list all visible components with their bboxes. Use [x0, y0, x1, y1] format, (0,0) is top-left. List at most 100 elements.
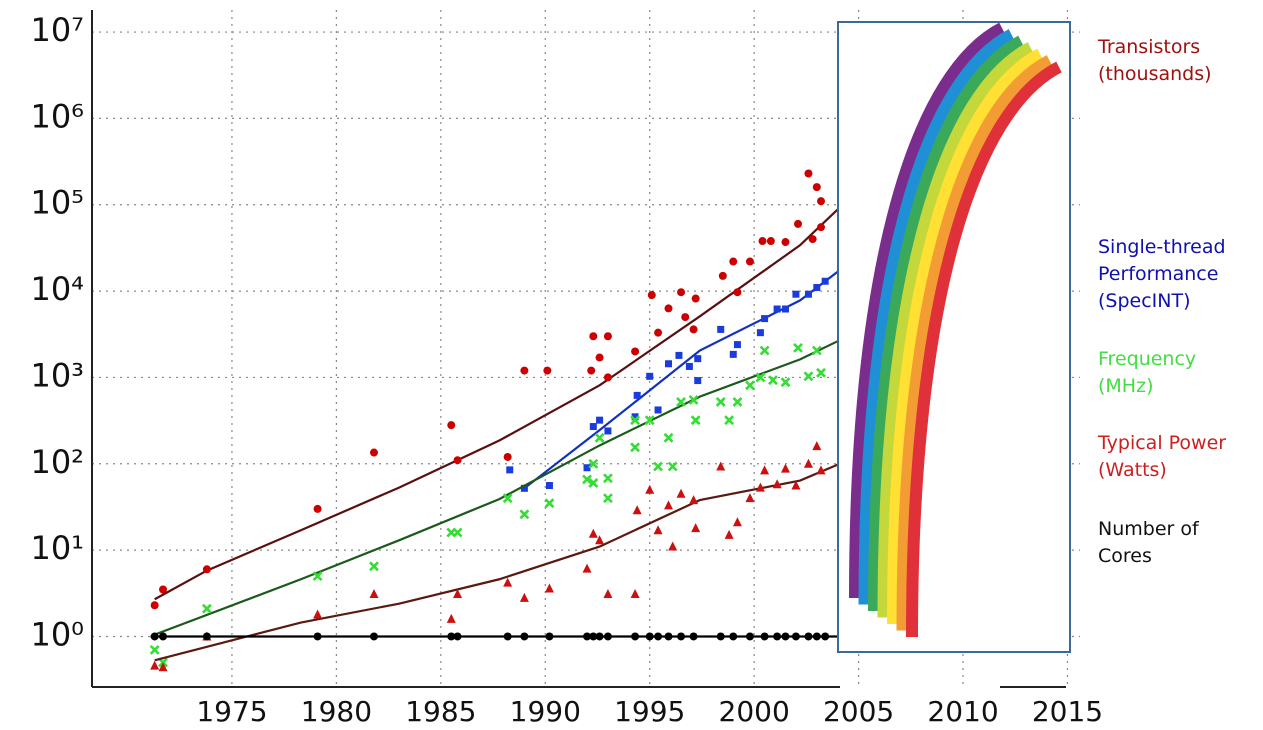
point	[645, 485, 654, 494]
point	[690, 632, 698, 640]
point	[596, 632, 604, 640]
point	[589, 529, 598, 538]
y-tick-label: 10³	[30, 356, 84, 394]
point	[677, 632, 685, 640]
point	[781, 238, 789, 246]
point	[759, 237, 767, 245]
point	[520, 593, 529, 602]
point	[370, 449, 378, 457]
point	[817, 223, 825, 231]
x-tick-label: 1985	[405, 695, 476, 728]
point	[596, 354, 604, 362]
point	[604, 632, 612, 640]
point	[503, 578, 512, 587]
point	[654, 463, 662, 471]
point	[447, 421, 455, 429]
point	[314, 505, 322, 513]
point	[719, 272, 727, 280]
point	[151, 601, 159, 609]
point	[604, 494, 612, 502]
point	[504, 632, 512, 640]
point	[454, 456, 462, 464]
x-tick-label: 1975	[196, 695, 267, 728]
point	[648, 291, 656, 299]
point	[675, 352, 682, 359]
point	[822, 278, 829, 285]
point	[665, 360, 672, 367]
trend-line	[155, 340, 840, 634]
point	[690, 325, 698, 333]
point	[725, 416, 733, 424]
x-tick-label: 1980	[301, 695, 372, 728]
point	[729, 632, 737, 640]
point	[761, 632, 769, 640]
point	[543, 367, 551, 375]
point	[313, 609, 322, 618]
point	[546, 482, 553, 489]
point	[689, 495, 698, 504]
point	[520, 510, 528, 518]
point	[781, 378, 789, 386]
point	[692, 295, 700, 303]
point	[583, 564, 592, 573]
point	[694, 377, 701, 384]
x-tick-label: 2010	[927, 695, 998, 728]
point	[369, 589, 378, 598]
point	[677, 288, 685, 296]
x-tick-label: 2000	[719, 695, 790, 728]
point	[717, 398, 725, 406]
point	[681, 313, 689, 321]
point	[506, 466, 513, 473]
point	[746, 381, 754, 389]
point	[733, 517, 742, 526]
point	[447, 614, 456, 623]
point	[151, 632, 159, 640]
y-tick-label: 10²	[30, 443, 84, 481]
point	[669, 463, 677, 471]
point	[665, 632, 673, 640]
point	[646, 373, 653, 380]
point	[733, 288, 741, 296]
point	[520, 367, 528, 375]
point	[761, 347, 769, 355]
point	[804, 372, 812, 380]
point	[631, 443, 639, 451]
point	[655, 406, 662, 413]
point	[587, 367, 595, 375]
point	[686, 363, 693, 370]
point	[729, 258, 737, 266]
point	[694, 355, 701, 362]
y-tick-label: 10⁷	[30, 11, 84, 49]
point	[665, 304, 673, 312]
y-tick-label: 10¹	[30, 529, 84, 567]
point	[545, 499, 553, 507]
legend-label: Transistors (thousands)	[1098, 34, 1238, 88]
point	[792, 632, 800, 640]
point	[589, 332, 597, 340]
legend-label: Single-thread Performance (SpecINT)	[1098, 234, 1228, 315]
point	[654, 632, 662, 640]
point	[773, 632, 781, 640]
point	[633, 505, 642, 514]
point	[159, 632, 167, 640]
point	[813, 183, 821, 191]
x-tick-label: 2005	[823, 695, 894, 728]
point	[745, 493, 754, 502]
point	[717, 632, 725, 640]
point	[716, 462, 725, 471]
trend-line	[155, 464, 840, 661]
point	[545, 632, 553, 640]
point	[767, 237, 775, 245]
point	[691, 523, 700, 532]
point	[805, 291, 812, 298]
point	[761, 315, 768, 322]
point	[746, 632, 754, 640]
point	[631, 632, 639, 640]
point	[804, 459, 813, 468]
point	[604, 332, 612, 340]
point	[504, 453, 512, 461]
point	[677, 489, 686, 498]
point	[804, 170, 812, 178]
point	[792, 291, 799, 298]
chart: 19751980198519901995200020052010201510⁰1…	[0, 0, 1263, 730]
